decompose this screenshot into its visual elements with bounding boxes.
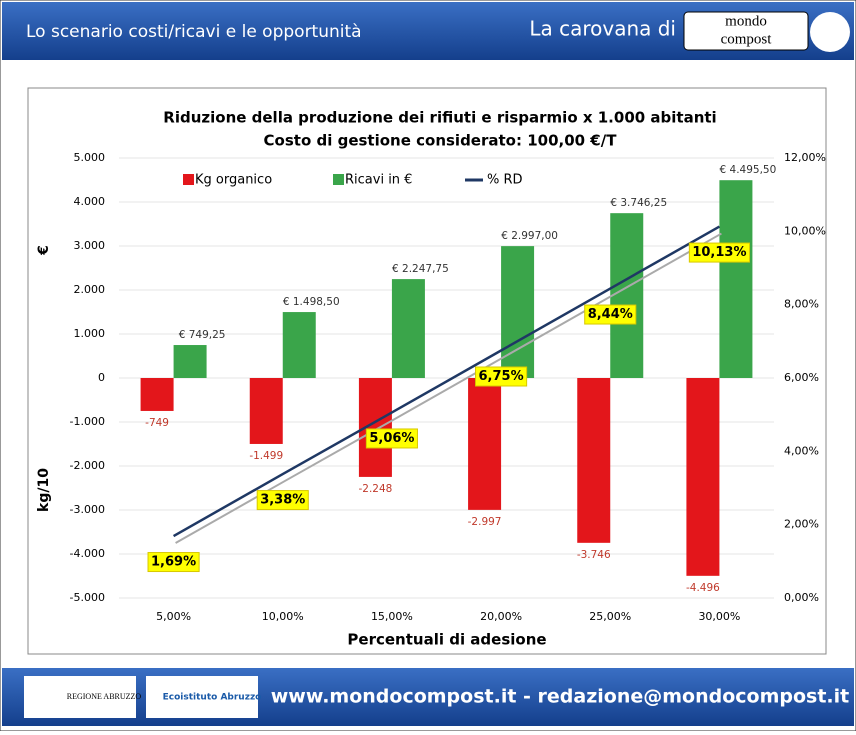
line bbox=[172, 225, 721, 538]
bar bbox=[686, 378, 720, 576]
bar bbox=[501, 246, 535, 378]
chart-title: Costo di gestione considerato: 100,00 €/… bbox=[264, 132, 618, 150]
value-label: -749 bbox=[145, 417, 169, 429]
bar bbox=[577, 378, 611, 543]
y-tick-label: 3.000 bbox=[74, 239, 106, 252]
y-axis-label: € bbox=[36, 245, 52, 256]
y-tick-label: -2.000 bbox=[70, 459, 105, 472]
y-tick-label: -3.000 bbox=[70, 503, 105, 516]
value-label: 5,06% bbox=[369, 431, 414, 446]
y-tick-label: -1.000 bbox=[70, 415, 105, 428]
bar bbox=[610, 213, 644, 378]
y-axis-label: kg/10 bbox=[36, 468, 52, 512]
value-label: 6,75% bbox=[479, 369, 524, 384]
x-tick-label: 5,00% bbox=[156, 610, 191, 623]
value-label: 3,38% bbox=[260, 493, 305, 508]
bar bbox=[282, 312, 316, 378]
logo-box bbox=[146, 676, 258, 718]
value-label: 10,13% bbox=[692, 245, 746, 260]
legend-label: Kg organico bbox=[195, 173, 272, 188]
value-label: -1.499 bbox=[249, 450, 283, 462]
x-tick-label: 30,00% bbox=[698, 610, 740, 623]
y2-tick-label: 6,00% bbox=[784, 371, 819, 384]
y-tick-label: -4.000 bbox=[70, 547, 105, 560]
y-tick-label: 5.000 bbox=[74, 151, 106, 164]
value-label: € 1.498,50 bbox=[283, 296, 340, 308]
logo-box bbox=[683, 11, 809, 51]
value-label: -2.248 bbox=[358, 483, 392, 495]
brand: La carovana di bbox=[529, 17, 676, 41]
value-label-bg bbox=[584, 304, 637, 325]
legend-swatch bbox=[183, 174, 194, 185]
bar bbox=[249, 378, 283, 444]
y2-tick-label: 12,00% bbox=[784, 151, 826, 164]
value-label: € 2.247,75 bbox=[392, 263, 449, 275]
value-label-bg bbox=[365, 428, 418, 449]
value-label-bg bbox=[475, 366, 528, 387]
value-label: -4.496 bbox=[686, 582, 720, 594]
bar bbox=[468, 378, 502, 510]
footer-contact: www.mondocompost.it - redazione@mondocom… bbox=[271, 686, 850, 708]
value-label: 8,44% bbox=[588, 307, 633, 322]
value-label-bg bbox=[147, 552, 200, 573]
chart-title: Riduzione della produzione dei rifiuti e… bbox=[163, 109, 716, 127]
value-label-bg bbox=[688, 242, 750, 263]
x-axis-label: Percentuali di adesione bbox=[347, 631, 546, 649]
y2-tick-label: 0,00% bbox=[784, 591, 819, 604]
y2-tick-label: 10,00% bbox=[784, 224, 826, 237]
logo-box bbox=[24, 676, 136, 718]
bar bbox=[719, 180, 753, 378]
y-tick-label: 1.000 bbox=[74, 327, 106, 340]
logo-text: Ecoistituto Abruzzo bbox=[163, 693, 262, 703]
value-label: -2.997 bbox=[468, 516, 502, 528]
logo-text: REGIONE ABRUZZO bbox=[67, 692, 142, 701]
legend-label: Ricavi in € bbox=[345, 173, 412, 188]
legend-label: % RD bbox=[487, 173, 523, 188]
header-title: Lo scenario costi/ricavi e le opportunit… bbox=[26, 22, 362, 42]
value-label-bg bbox=[256, 490, 309, 511]
x-tick-label: 20,00% bbox=[480, 610, 522, 623]
value-label: -3.746 bbox=[577, 549, 611, 561]
bar bbox=[140, 378, 174, 411]
value-label: € 4.495,50 bbox=[720, 164, 777, 176]
x-tick-label: 25,00% bbox=[589, 610, 631, 623]
footer-bar bbox=[2, 668, 854, 726]
bar bbox=[391, 279, 425, 378]
y2-tick-label: 8,00% bbox=[784, 298, 819, 311]
y2-tick-label: 2,00% bbox=[784, 518, 819, 531]
y2-tick-label: 4,00% bbox=[784, 444, 819, 457]
value-label: 1,69% bbox=[151, 555, 196, 570]
logo-text: mondo bbox=[725, 13, 767, 29]
legend-swatch bbox=[333, 174, 344, 185]
x-tick-label: 10,00% bbox=[262, 610, 304, 623]
y-tick-label: -5.000 bbox=[70, 591, 105, 604]
y-tick-label: 0 bbox=[98, 371, 105, 384]
y-tick-label: 4.000 bbox=[74, 195, 106, 208]
x-tick-label: 15,00% bbox=[371, 610, 413, 623]
logo-circle bbox=[810, 12, 850, 52]
value-label: € 749,25 bbox=[179, 329, 226, 341]
y-tick-label: 2.000 bbox=[74, 283, 106, 296]
value-label: € 3.746,25 bbox=[610, 197, 667, 209]
bar bbox=[173, 345, 207, 378]
value-label: € 2.997,00 bbox=[501, 230, 558, 242]
logo-text: compost bbox=[721, 31, 773, 47]
